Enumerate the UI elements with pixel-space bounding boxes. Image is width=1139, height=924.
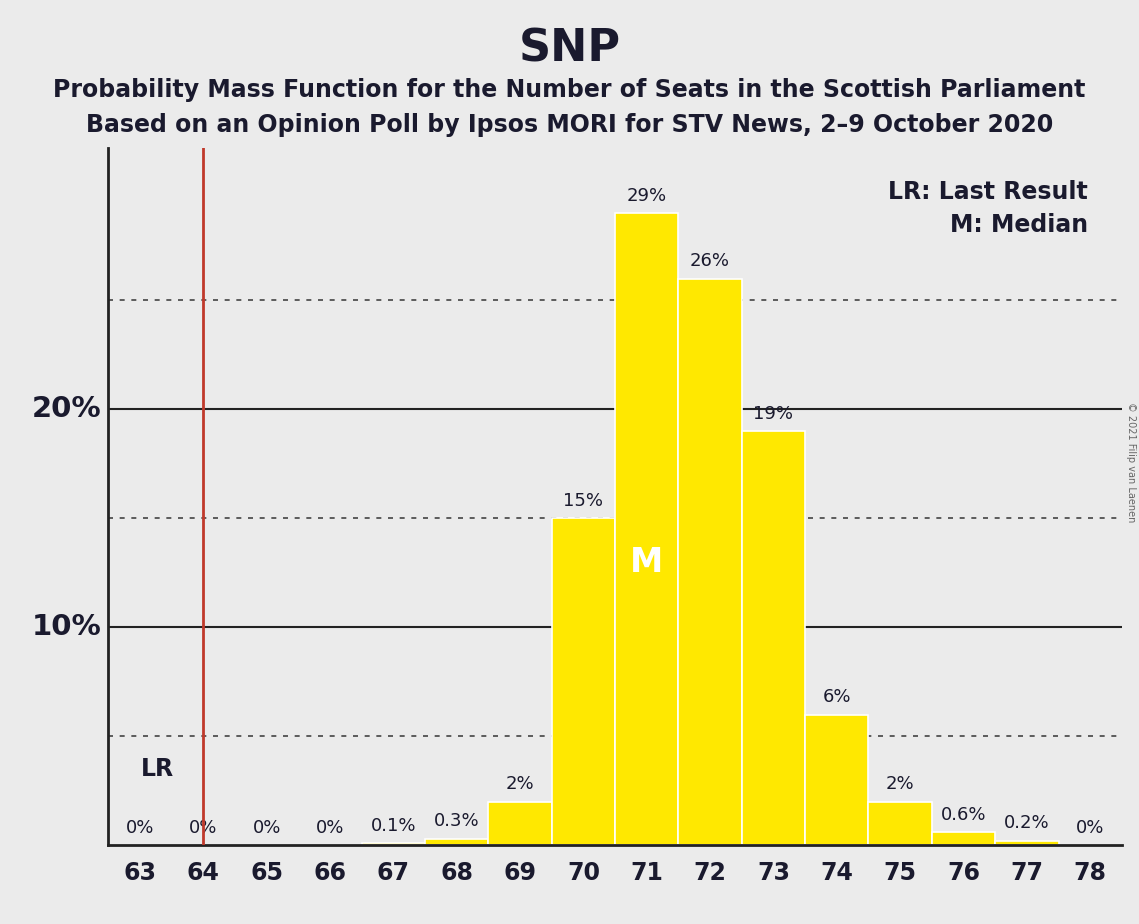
Text: 0.1%: 0.1%: [370, 817, 416, 834]
Text: 26%: 26%: [690, 252, 730, 270]
Text: 15%: 15%: [564, 492, 604, 510]
Text: © 2021 Filip van Laenen: © 2021 Filip van Laenen: [1126, 402, 1136, 522]
Text: Probability Mass Function for the Number of Seats in the Scottish Parliament: Probability Mass Function for the Number…: [54, 78, 1085, 102]
Bar: [551, 518, 615, 845]
Text: 2%: 2%: [506, 775, 534, 793]
Bar: [679, 279, 741, 845]
Bar: [425, 839, 489, 845]
Text: 0.3%: 0.3%: [434, 812, 480, 830]
Text: M: M: [630, 545, 663, 578]
Bar: [615, 213, 679, 845]
Text: 0.2%: 0.2%: [1005, 814, 1050, 833]
Text: LR: LR: [140, 757, 173, 781]
Text: 0%: 0%: [1076, 819, 1105, 837]
Text: 0%: 0%: [125, 819, 154, 837]
Text: 6%: 6%: [822, 688, 851, 706]
Text: 0%: 0%: [189, 819, 218, 837]
Text: Based on an Opinion Poll by Ipsos MORI for STV News, 2–9 October 2020: Based on an Opinion Poll by Ipsos MORI f…: [85, 113, 1054, 137]
Bar: [805, 714, 868, 845]
Text: 19%: 19%: [754, 405, 794, 422]
Bar: [995, 841, 1058, 845]
Text: LR: Last Result: LR: Last Result: [888, 180, 1088, 204]
Text: 20%: 20%: [32, 395, 101, 423]
Text: 0.6%: 0.6%: [941, 806, 986, 823]
Text: SNP: SNP: [518, 28, 621, 71]
Text: 0%: 0%: [253, 819, 281, 837]
Bar: [932, 833, 995, 845]
Text: 10%: 10%: [32, 614, 101, 641]
Bar: [741, 432, 805, 845]
Text: M: Median: M: Median: [950, 213, 1088, 237]
Text: 0%: 0%: [316, 819, 344, 837]
Text: 29%: 29%: [626, 187, 666, 204]
Bar: [361, 844, 425, 845]
Bar: [489, 802, 551, 845]
Bar: [868, 802, 932, 845]
Text: 2%: 2%: [886, 775, 915, 793]
